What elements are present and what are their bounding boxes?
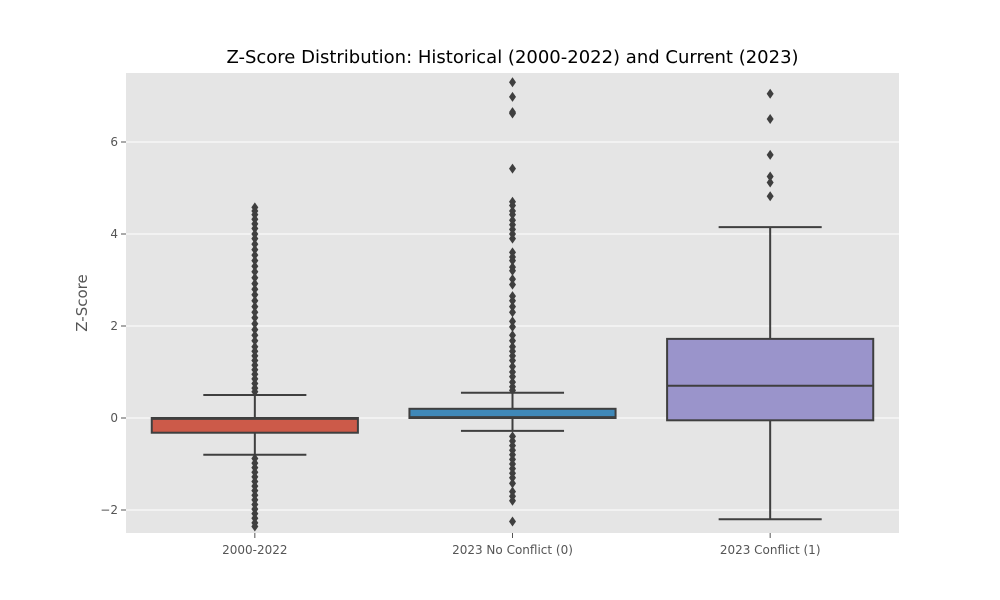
outlier-point — [251, 239, 259, 250]
outlier-point — [766, 88, 774, 99]
outlier-point — [251, 295, 259, 306]
box-group — [150, 202, 359, 532]
outlier-point — [251, 250, 259, 261]
outlier-point — [251, 324, 259, 335]
outlier-point — [251, 318, 259, 329]
outlier-point — [251, 386, 259, 397]
outlier-point — [251, 301, 259, 312]
outlier-point — [509, 108, 516, 119]
outlier-point — [509, 307, 516, 318]
outlier-point — [509, 163, 516, 174]
outlier-point — [509, 472, 516, 483]
y-tick-label: 2 — [110, 319, 118, 333]
outlier-point — [766, 191, 774, 202]
outlier-point — [251, 335, 259, 346]
y-tick-label: 6 — [110, 135, 118, 149]
outlier-point — [509, 335, 516, 346]
outlier-point — [251, 266, 259, 277]
outlier-point — [251, 255, 259, 266]
outlier-point — [766, 149, 774, 160]
outlier-point — [509, 478, 516, 489]
outlier-point — [251, 278, 259, 289]
outlier-point — [251, 521, 259, 532]
outlier-point — [251, 261, 259, 272]
chart-title: Z-Score Distribution: Historical (2000-2… — [226, 47, 798, 68]
outlier-point — [509, 295, 516, 306]
box-group — [408, 77, 617, 527]
y-tick-label: −2 — [100, 503, 118, 517]
outlier-point — [766, 177, 774, 188]
outlier-point — [509, 255, 516, 266]
outlier-point — [509, 77, 516, 88]
outlier-point — [251, 330, 259, 341]
outlier-point — [251, 284, 259, 295]
outlier-point — [509, 355, 516, 366]
y-axis-label: Z-Score — [73, 274, 91, 331]
outlier-point — [766, 114, 774, 124]
iqr-box — [150, 417, 359, 434]
outlier-point — [766, 171, 774, 182]
outlier-point — [509, 233, 516, 244]
iqr-box — [666, 337, 875, 422]
outlier-point — [251, 272, 259, 283]
x-tick-label: 2023 No Conflict (0) — [452, 543, 573, 557]
outlier-point — [509, 301, 516, 312]
outlier-point — [251, 307, 259, 318]
y-tick-label: 4 — [110, 227, 118, 241]
outlier-point — [509, 209, 516, 220]
outlier-point — [251, 223, 259, 234]
outlier-point — [509, 385, 516, 396]
box-group — [666, 88, 875, 521]
outlier-point — [251, 289, 259, 300]
outlier-point — [251, 244, 259, 255]
box-groups — [150, 77, 875, 532]
y-tick-label: 0 — [110, 411, 118, 425]
outlier-point — [509, 265, 516, 276]
outlier-point — [509, 91, 516, 102]
outlier-point — [509, 321, 516, 332]
x-axis-ticks: 2000-2022 2023 No Conflict (0) 2023 Confli… — [222, 533, 821, 557]
outlier-point — [509, 279, 516, 290]
outlier-point — [509, 330, 516, 341]
x-tick-label: 2023 Conflict (1) — [720, 543, 821, 557]
outlier-point — [509, 361, 516, 372]
outlier-point — [509, 200, 516, 211]
outlier-point — [251, 233, 259, 244]
outlier-point — [509, 316, 516, 327]
outlier-point — [509, 274, 516, 285]
outlier-point — [251, 312, 259, 323]
outlier-point — [509, 371, 516, 382]
y-axis-ticks: −2 0 2 4 6 — [100, 135, 126, 517]
outlier-point — [509, 516, 516, 527]
outlier-point — [509, 495, 516, 506]
x-tick-label: 2000-2022 — [222, 543, 287, 557]
